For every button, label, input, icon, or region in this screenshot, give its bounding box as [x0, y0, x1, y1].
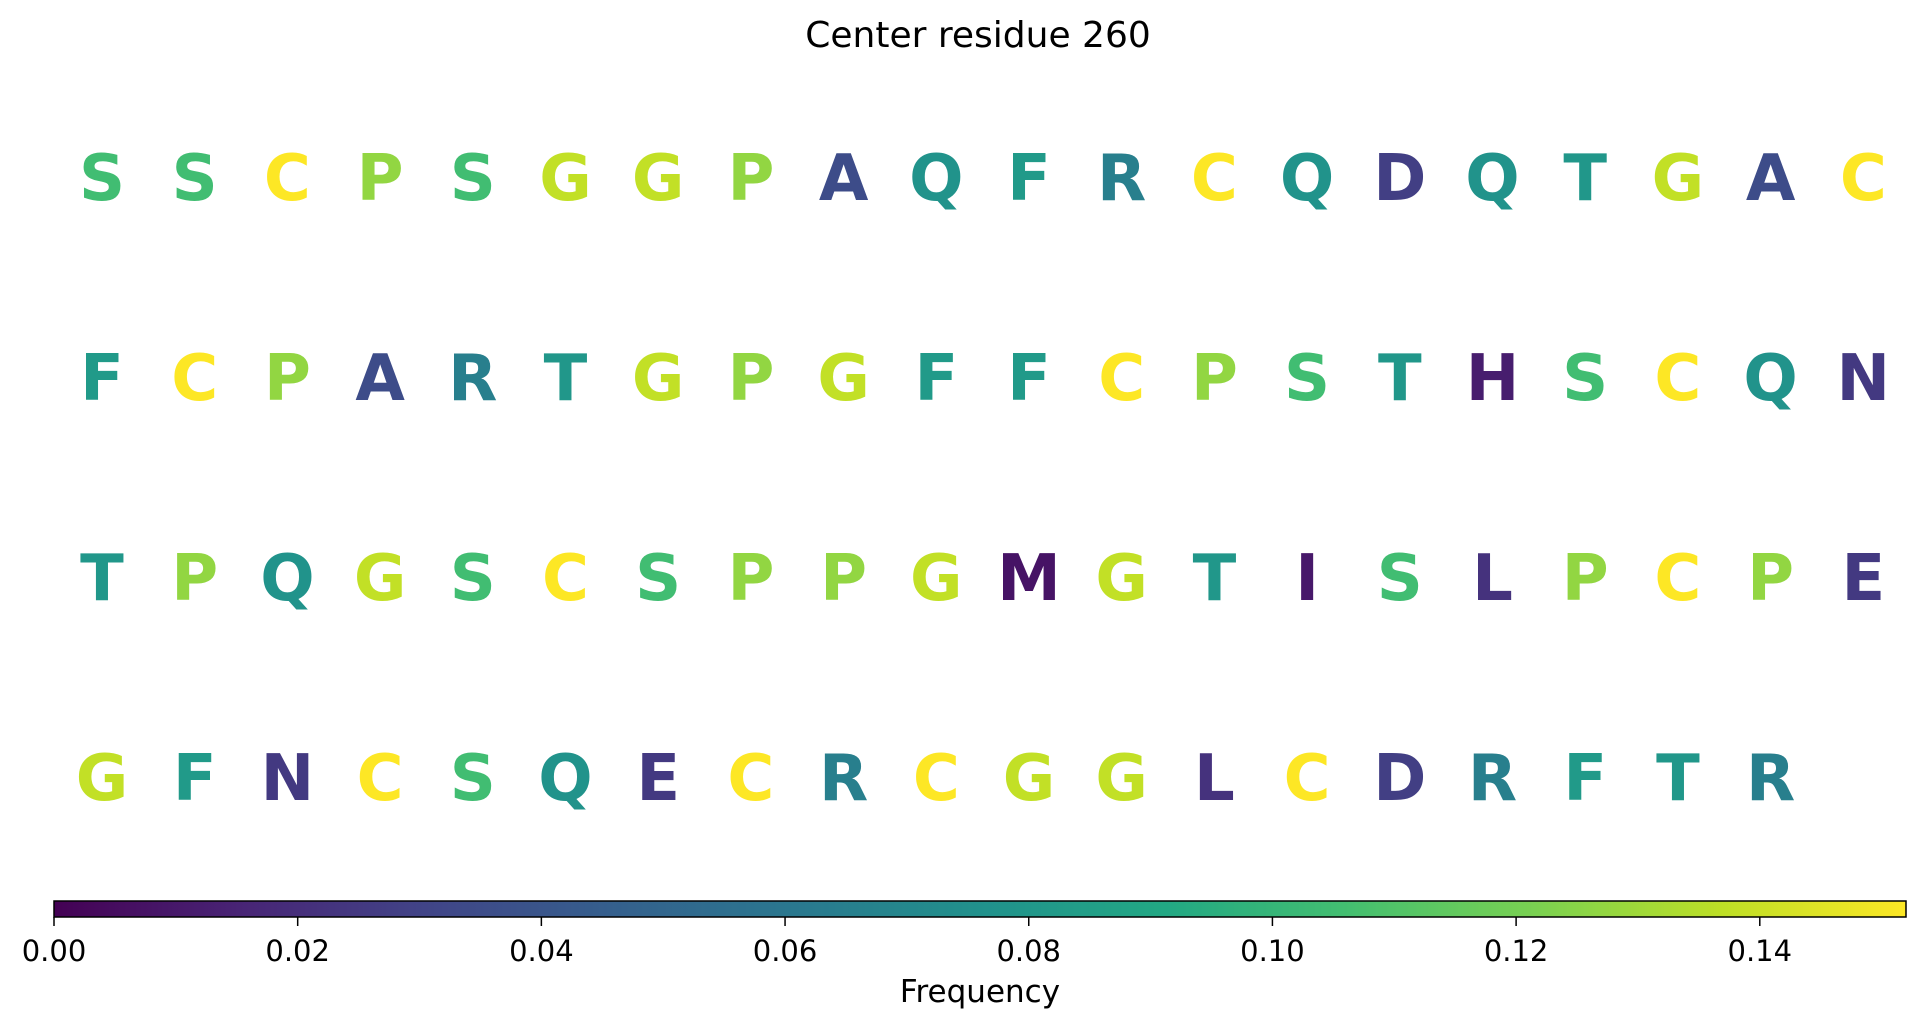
residue-letter: C	[357, 742, 404, 816]
colorbar-tick-label: 0.08	[996, 934, 1061, 968]
residue-letter: C	[264, 142, 311, 216]
residue-letter: C	[1654, 342, 1701, 416]
colorbar-tick-label: 0.04	[509, 934, 574, 968]
residue-letter: P	[727, 542, 774, 616]
residue-letter: F	[1007, 142, 1051, 216]
residue-letter: R	[1468, 742, 1517, 816]
residue-letter: G	[539, 142, 592, 216]
residue-letter: S	[172, 142, 218, 216]
residue-letter: R	[1746, 742, 1795, 816]
residue-letter: C	[1191, 142, 1238, 216]
residue-letter: G	[910, 542, 963, 616]
residue-letter: A	[819, 142, 869, 216]
residue-letter: G	[1003, 742, 1056, 816]
residue-letter: C	[913, 742, 960, 816]
residue-letter: L	[1472, 542, 1513, 616]
colorbar-tick-label: 0.12	[1484, 934, 1549, 968]
residue-letter: R	[448, 342, 497, 416]
residue-letter: P	[357, 142, 404, 216]
residue-letter: A	[355, 342, 405, 416]
residue-letter: N	[261, 742, 315, 816]
residue-letter: Q	[1743, 342, 1797, 416]
residue-letter: C	[1284, 742, 1331, 816]
residue-letter: C	[171, 342, 218, 416]
residue-letter: T	[80, 542, 124, 616]
residue-letter: S	[450, 542, 496, 616]
residue-letter: P	[1562, 542, 1609, 616]
colorbar-tick-label: 0.00	[22, 934, 87, 968]
residue-letter: Q	[1465, 142, 1519, 216]
residue-letter: F	[173, 742, 217, 816]
residue-letter: P	[264, 342, 311, 416]
residue-letter: S	[79, 142, 125, 216]
residue-letter: F	[1007, 342, 1051, 416]
residue-letter: C	[1654, 542, 1701, 616]
residue-letter: C	[1840, 142, 1887, 216]
chart-title: Center residue 260	[805, 15, 1151, 56]
colorbar-label: Frequency	[900, 974, 1060, 1010]
colorbar: 0.00 0.02 0.04 0.06 0.08 0.10 0.12 0.14 Frequen…	[22, 900, 1907, 1010]
residue-letter: A	[1746, 142, 1796, 216]
residue-letter: S	[1562, 342, 1608, 416]
residue-letter: S	[450, 742, 496, 816]
residue-letter: Q	[909, 142, 963, 216]
residue-letter: T	[1656, 742, 1700, 816]
residue-letter: G	[76, 742, 129, 816]
residue-letter: M	[997, 542, 1061, 616]
colorbar-tick-label: 0.14	[1728, 934, 1793, 968]
residue-letter: S	[1284, 342, 1330, 416]
residue-letter: F	[914, 342, 958, 416]
residue-letter: T	[1563, 142, 1607, 216]
residue-letter: D	[1373, 142, 1426, 216]
residue-letter: T	[544, 342, 588, 416]
residue-letter: C	[1098, 342, 1145, 416]
residue-letter: G	[1095, 742, 1148, 816]
residue-letter: F	[1563, 742, 1607, 816]
residue-letter: G	[632, 142, 685, 216]
residue-letter: G	[1095, 542, 1148, 616]
residue-grid: S S C P S G G P A Q F R C Q D Q T G A CF C P A R T G P G F F C P S T H S C Q N…	[76, 142, 1890, 816]
residue-letter: G	[354, 542, 407, 616]
residue-letter: S	[635, 542, 681, 616]
residue-letter: P	[1747, 542, 1794, 616]
colorbar-gradient	[53, 900, 1907, 918]
residue-letter: N	[1837, 342, 1891, 416]
residue-letter: F	[80, 342, 124, 416]
residue-letter: H	[1466, 342, 1520, 416]
residue-letter: E	[1841, 542, 1885, 616]
residue-letter: G	[817, 342, 870, 416]
residue-letter: R	[1097, 142, 1146, 216]
residue-letter: P	[1191, 342, 1238, 416]
residue-letter: L	[1194, 742, 1235, 816]
residue-letter: P	[820, 542, 867, 616]
residue-letter: D	[1373, 742, 1426, 816]
residue-letter: P	[727, 142, 774, 216]
residue-letter: Q	[260, 542, 314, 616]
colorbar-tick-label: 0.02	[265, 934, 330, 968]
residue-letter: Q	[1280, 142, 1334, 216]
residue-letter: Q	[538, 742, 592, 816]
residue-letter: P	[727, 342, 774, 416]
residue-letter: P	[171, 542, 218, 616]
residue-letter: R	[819, 742, 868, 816]
residue-letter: T	[1193, 542, 1237, 616]
residue-letter: S	[450, 142, 496, 216]
residue-letter: E	[636, 742, 680, 816]
residue-letter: C	[542, 542, 589, 616]
colorbar-tick-label: 0.10	[1240, 934, 1305, 968]
residue-letter: S	[1377, 542, 1423, 616]
colorbar-ticks: 0.00 0.02 0.04 0.06 0.08 0.10 0.12 0.14	[22, 917, 1792, 968]
residue-letter: T	[1378, 342, 1422, 416]
residue-letter: G	[632, 342, 685, 416]
residue-letter: I	[1295, 542, 1319, 616]
residue-letter: G	[1652, 142, 1705, 216]
residue-letter: C	[727, 742, 774, 816]
colorbar-tick-label: 0.06	[753, 934, 818, 968]
